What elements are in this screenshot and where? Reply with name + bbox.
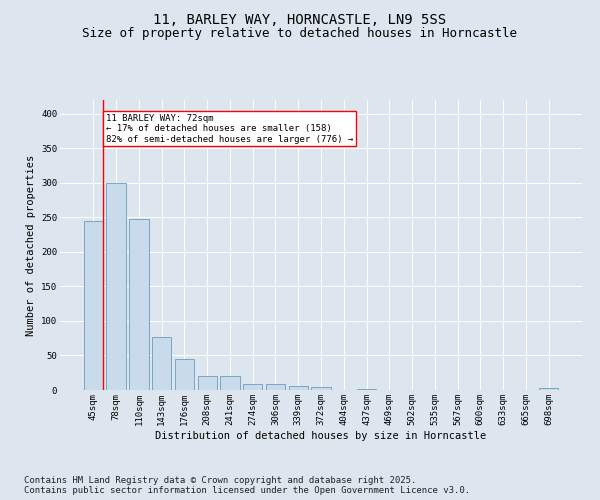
Y-axis label: Number of detached properties: Number of detached properties	[26, 154, 35, 336]
Text: 11 BARLEY WAY: 72sqm
← 17% of detached houses are smaller (158)
82% of semi-deta: 11 BARLEY WAY: 72sqm ← 17% of detached h…	[106, 114, 353, 144]
Bar	[357, 388, 376, 390]
Bar	[175, 359, 194, 390]
Bar	[243, 384, 262, 390]
Bar	[106, 183, 126, 390]
Text: 11, BARLEY WAY, HORNCASTLE, LN9 5SS: 11, BARLEY WAY, HORNCASTLE, LN9 5SS	[154, 12, 446, 26]
Bar	[84, 221, 103, 390]
Text: Contains HM Land Registry data © Crown copyright and database right 2025.
Contai: Contains HM Land Registry data © Crown c…	[24, 476, 470, 495]
Bar	[197, 376, 217, 390]
Text: Size of property relative to detached houses in Horncastle: Size of property relative to detached ho…	[83, 28, 517, 40]
Bar	[220, 376, 239, 390]
Bar	[266, 384, 285, 390]
Bar	[311, 387, 331, 390]
Bar	[289, 386, 308, 390]
X-axis label: Distribution of detached houses by size in Horncastle: Distribution of detached houses by size …	[155, 430, 487, 440]
Bar	[539, 388, 558, 390]
Bar	[129, 219, 149, 390]
Bar	[152, 337, 172, 390]
